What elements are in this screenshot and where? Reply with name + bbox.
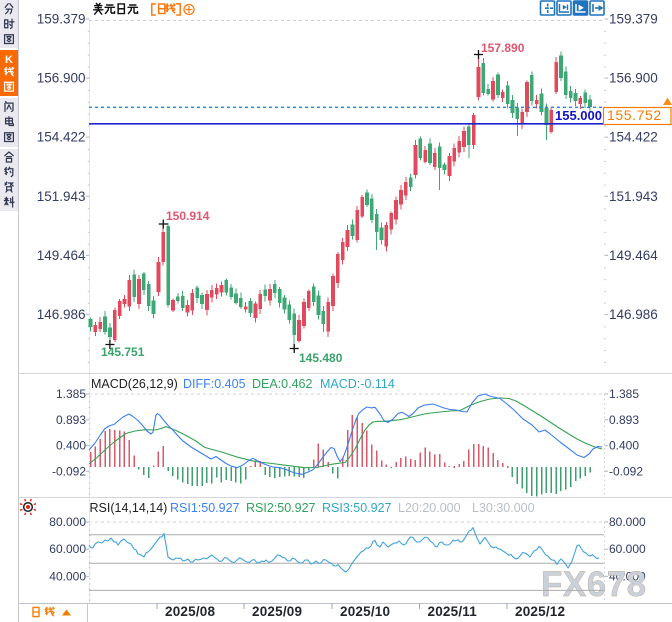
svg-text:0.893: 0.893: [56, 413, 86, 427]
svg-text:60.000: 60.000: [609, 542, 646, 556]
svg-text:DEA:0.462: DEA:0.462: [252, 377, 313, 391]
svg-text:154.422: 154.422: [609, 130, 658, 145]
svg-text:154.422: 154.422: [37, 130, 86, 145]
svg-text:146.986: 146.986: [609, 307, 658, 322]
svg-text:155.000: 155.000: [555, 108, 602, 123]
svg-text:156.900: 156.900: [609, 71, 658, 86]
svg-text:0.400: 0.400: [609, 439, 639, 453]
svg-text:RSI2:50.927: RSI2:50.927: [246, 501, 316, 515]
svg-text:2025/08: 2025/08: [165, 604, 215, 619]
svg-text:159.379: 159.379: [37, 12, 86, 27]
svg-text:MACD:-0.114: MACD:-0.114: [320, 377, 395, 391]
svg-text:L20:20.000: L20:20.000: [398, 501, 461, 515]
svg-text:RSI1:50.927: RSI1:50.927: [170, 501, 240, 515]
svg-text:L30:30.000: L30:30.000: [472, 501, 535, 515]
svg-text:157.890: 157.890: [481, 41, 525, 55]
svg-text:1.385: 1.385: [56, 387, 86, 401]
svg-text:80.000: 80.000: [609, 515, 646, 529]
svg-text:151.943: 151.943: [37, 189, 86, 204]
svg-text:-0.092: -0.092: [52, 464, 86, 478]
svg-text:145.751: 145.751: [101, 345, 145, 359]
svg-text:155.752: 155.752: [607, 107, 662, 123]
svg-text:156.900: 156.900: [37, 71, 86, 86]
svg-text:40.000: 40.000: [609, 569, 646, 583]
svg-text:1.385: 1.385: [609, 387, 639, 401]
svg-text:-0.092: -0.092: [609, 464, 643, 478]
svg-text:RSI3:50.927: RSI3:50.927: [322, 501, 392, 515]
svg-text:MACD(26,12,9): MACD(26,12,9): [91, 377, 178, 391]
svg-text:2025/12: 2025/12: [515, 604, 565, 619]
svg-text:80.000: 80.000: [49, 515, 86, 529]
svg-text:DIFF:0.405: DIFF:0.405: [183, 377, 246, 391]
svg-text:149.464: 149.464: [609, 248, 658, 263]
svg-text:2025/11: 2025/11: [428, 604, 478, 619]
svg-text:151.943: 151.943: [609, 189, 658, 204]
svg-text:FX678: FX678: [541, 565, 647, 604]
svg-text:K: K: [5, 54, 13, 66]
svg-text:146.986: 146.986: [37, 307, 86, 322]
svg-text:159.379: 159.379: [609, 12, 658, 27]
svg-text:149.464: 149.464: [37, 248, 86, 263]
svg-text:60.000: 60.000: [49, 542, 86, 556]
svg-text:145.480: 145.480: [299, 351, 343, 365]
svg-text:2025/10: 2025/10: [340, 604, 390, 619]
svg-text:0.893: 0.893: [609, 413, 639, 427]
svg-text:2025/09: 2025/09: [252, 604, 302, 619]
svg-text:RSI(14,14,14): RSI(14,14,14): [90, 501, 168, 515]
svg-text:150.914: 150.914: [166, 209, 210, 223]
svg-text:0.400: 0.400: [56, 439, 86, 453]
svg-text:40.000: 40.000: [49, 569, 86, 583]
